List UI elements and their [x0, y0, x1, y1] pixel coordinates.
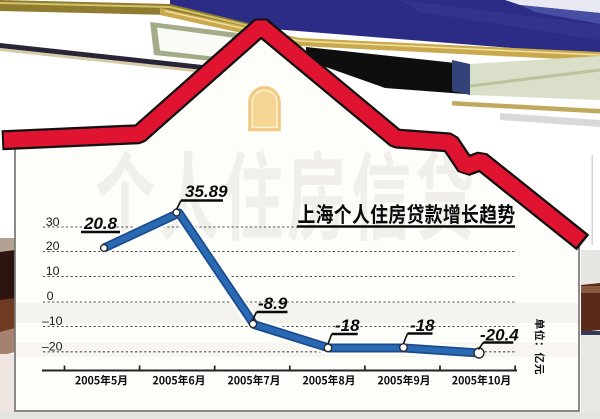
svg-text:–20: –20	[42, 339, 63, 353]
svg-text:10: 10	[46, 264, 60, 278]
svg-text:–10: –10	[42, 314, 63, 328]
svg-text:0: 0	[47, 289, 54, 303]
svg-text:-18: -18	[410, 316, 435, 335]
svg-text:20.8: 20.8	[83, 214, 118, 233]
svg-text:-18: -18	[335, 316, 360, 335]
svg-text:35.89: 35.89	[185, 182, 228, 201]
svg-text:-8.9: -8.9	[258, 294, 288, 313]
svg-text:30: 30	[46, 215, 60, 229]
svg-text:20: 20	[46, 239, 60, 253]
svg-text:-20.4: -20.4	[480, 326, 519, 345]
